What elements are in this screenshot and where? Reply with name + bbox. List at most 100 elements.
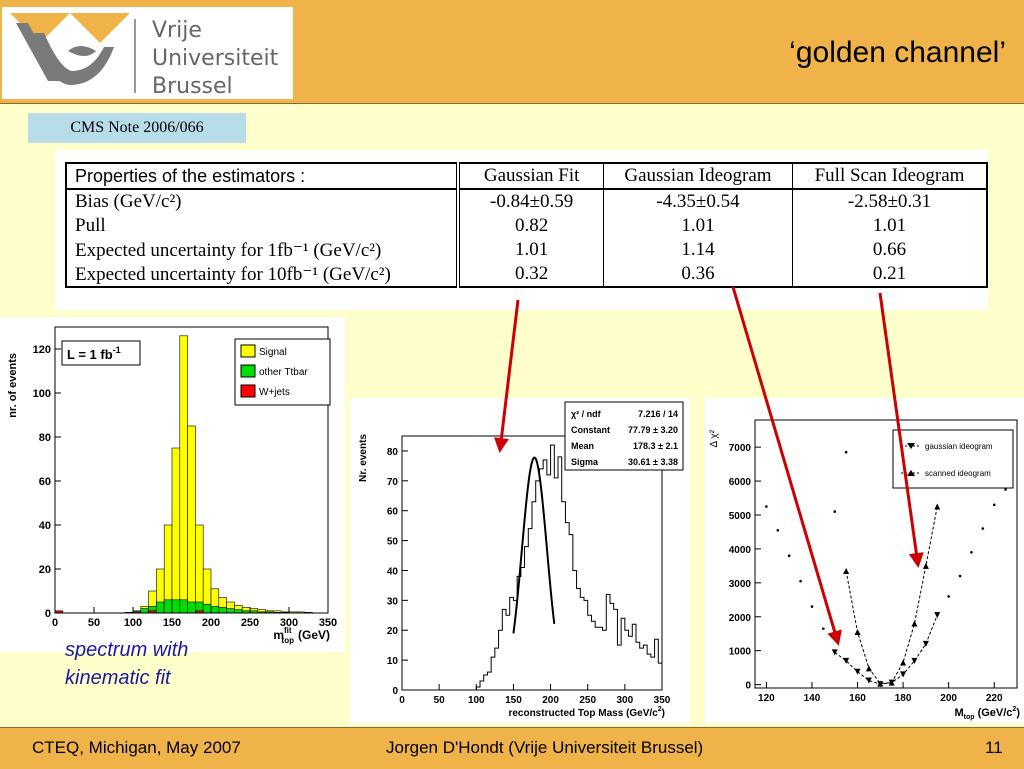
legend-entry: other Ttbar bbox=[259, 367, 308, 378]
x-axis-label: reconstructed Top Mass (GeV/c2) bbox=[508, 706, 665, 719]
data-point bbox=[911, 657, 918, 664]
data-point bbox=[865, 665, 872, 672]
x-tick-label: 120 bbox=[758, 693, 775, 704]
y-tick-label: 1000 bbox=[729, 647, 752, 658]
slide-footer: CTEQ, Michigan, May 2007 Jorgen D'Hondt … bbox=[0, 727, 1024, 769]
data-point bbox=[877, 680, 884, 687]
data-point bbox=[958, 574, 962, 578]
data-point bbox=[844, 450, 848, 454]
x-tick-label: 200 bbox=[202, 617, 220, 629]
data-point bbox=[922, 640, 929, 647]
data-point bbox=[981, 527, 985, 530]
legend-entry: Signal bbox=[259, 347, 287, 358]
gaussian-ideogram-curve bbox=[834, 614, 938, 685]
university-logo: Vrije Universiteit Brussel bbox=[2, 7, 293, 99]
reconstructed-mass-plot-panel: Nr. events 0 50 100 150 200 250 300 350 0 10 20 30 4… bbox=[350, 398, 690, 723]
y-tick-label: 60 bbox=[39, 476, 51, 488]
vub-logo-icon bbox=[10, 13, 130, 85]
table-header-row: Properties of the estimators : Gaussian … bbox=[66, 163, 987, 189]
x-tick-label: 200 bbox=[542, 695, 559, 706]
stat-label: Sigma bbox=[571, 457, 599, 467]
stat-value: 7.216 / 14 bbox=[638, 409, 678, 419]
histogram-bar bbox=[163, 599, 173, 614]
y-tick-label: 40 bbox=[387, 566, 399, 577]
data-point bbox=[900, 671, 907, 678]
stat-value: 30.61 ± 3.38 bbox=[628, 457, 678, 467]
caption-line: spectrum with bbox=[65, 639, 189, 661]
y-tick-label: 30 bbox=[387, 596, 399, 607]
data-point bbox=[970, 551, 973, 554]
x-tick-label: 50 bbox=[434, 695, 446, 706]
data-point bbox=[776, 528, 780, 532]
histogram-bar bbox=[218, 607, 227, 614]
row-label: Expected uncertainty for 10fb⁻¹ (GeV/c²) bbox=[66, 262, 461, 287]
spectrum-histogram: nr. of events 0 50 100 150 200 250 300 350 0 20 40… bbox=[7, 326, 337, 645]
histogram-bar bbox=[195, 524, 204, 614]
data-point bbox=[822, 627, 825, 630]
x-tick-label: 250 bbox=[579, 695, 596, 706]
x-tick-label: 350 bbox=[654, 695, 671, 706]
x-tick-label: 300 bbox=[617, 695, 634, 706]
x-tick-label: 160 bbox=[849, 693, 866, 704]
plot-frame bbox=[401, 435, 663, 691]
caption-line: kinematic fit bbox=[65, 667, 171, 689]
x-tick-label: 100 bbox=[468, 695, 485, 706]
histogram-bar bbox=[156, 601, 165, 614]
logo-word-2: Universiteit bbox=[152, 46, 279, 71]
table-cell: 1.01 bbox=[792, 214, 987, 238]
y-tick-label: 2000 bbox=[729, 613, 752, 624]
data-point bbox=[833, 510, 837, 513]
data-point bbox=[1004, 488, 1007, 491]
data-point bbox=[799, 579, 802, 583]
data-point bbox=[865, 677, 872, 684]
histogram-bar bbox=[171, 447, 181, 614]
table-row: Expected uncertainty for 10fb⁻¹ (GeV/c²)… bbox=[66, 262, 987, 287]
table-cell: 0.21 bbox=[792, 262, 987, 287]
y-tick-label: 20 bbox=[39, 564, 51, 576]
footer-event: CTEQ, Michigan, May 2007 bbox=[32, 738, 241, 757]
data-point bbox=[843, 657, 850, 664]
table-cell: 1.01 bbox=[602, 214, 793, 238]
legend-swatch bbox=[240, 344, 256, 358]
y-tick-label: 6000 bbox=[729, 477, 752, 488]
x-tick-label: 0 bbox=[52, 617, 58, 629]
histogram-bar bbox=[187, 425, 196, 614]
table-cell: 0.66 bbox=[792, 238, 987, 262]
data-point bbox=[900, 659, 907, 666]
y-tick-label: 80 bbox=[387, 447, 399, 458]
data-point bbox=[854, 668, 861, 675]
y-tick-label: 40 bbox=[39, 520, 51, 532]
x-tick-label: 250 bbox=[241, 617, 259, 629]
logo-divider bbox=[134, 19, 136, 93]
scanned-ideogram-curve bbox=[845, 506, 938, 685]
y-tick-label: 0 bbox=[745, 681, 751, 692]
row-label: Expected uncertainty for 1fb⁻¹ (GeV/c²) bbox=[66, 238, 461, 262]
histogram-bar bbox=[179, 335, 188, 614]
spectrum-plot-panel: nr. of events 0 50 100 150 200 250 300 350 0 20 40… bbox=[0, 317, 345, 652]
histogram-bar bbox=[140, 608, 149, 614]
delta-chi2-scatter: Δ χ² 120 140 160 180 200 220 0 1000 2000 3000 4000… bbox=[709, 419, 1020, 721]
table-header-cell: Gaussian Fit bbox=[457, 163, 604, 189]
table-cell: 1.14 bbox=[602, 238, 793, 262]
x-axis-label: mfit top (GeV) bbox=[273, 626, 330, 645]
y-tick-label: 120 bbox=[33, 344, 51, 356]
data-point bbox=[922, 562, 929, 569]
slide-title: ‘golden channel’ bbox=[789, 36, 1006, 69]
data-point bbox=[888, 679, 895, 686]
y-tick-label: 5000 bbox=[729, 511, 752, 522]
fit-stats-box: χ² / ndf 7.216 / 14 Constant 77.79 ± 3.20 Me… bbox=[564, 401, 684, 471]
y-tick-label: 3000 bbox=[729, 579, 752, 590]
gaussian-fit-curve bbox=[512, 456, 556, 634]
estimator-table: Properties of the estimators : Gaussian … bbox=[65, 162, 988, 288]
histogram-bar bbox=[202, 603, 212, 614]
table-header-cell: Full Scan Ideogram bbox=[792, 163, 987, 189]
luminosity-annotation: L = 1 fb-1 bbox=[67, 345, 121, 362]
y-tick-label: 100 bbox=[33, 388, 51, 400]
legend: Signal other Ttbar W+jets bbox=[234, 338, 331, 406]
x-tick-label: 350 bbox=[319, 617, 337, 629]
y-tick-label: 0 bbox=[45, 608, 51, 620]
table-row: Bias (GeV/c²) -0.84±0.59 -4.35±0.54 -2.5… bbox=[66, 189, 987, 214]
table-row: Expected uncertainty for 1fb⁻¹ (GeV/c²) … bbox=[66, 238, 987, 262]
y-tick-label: 80 bbox=[39, 432, 51, 444]
histogram-bar bbox=[171, 599, 181, 614]
